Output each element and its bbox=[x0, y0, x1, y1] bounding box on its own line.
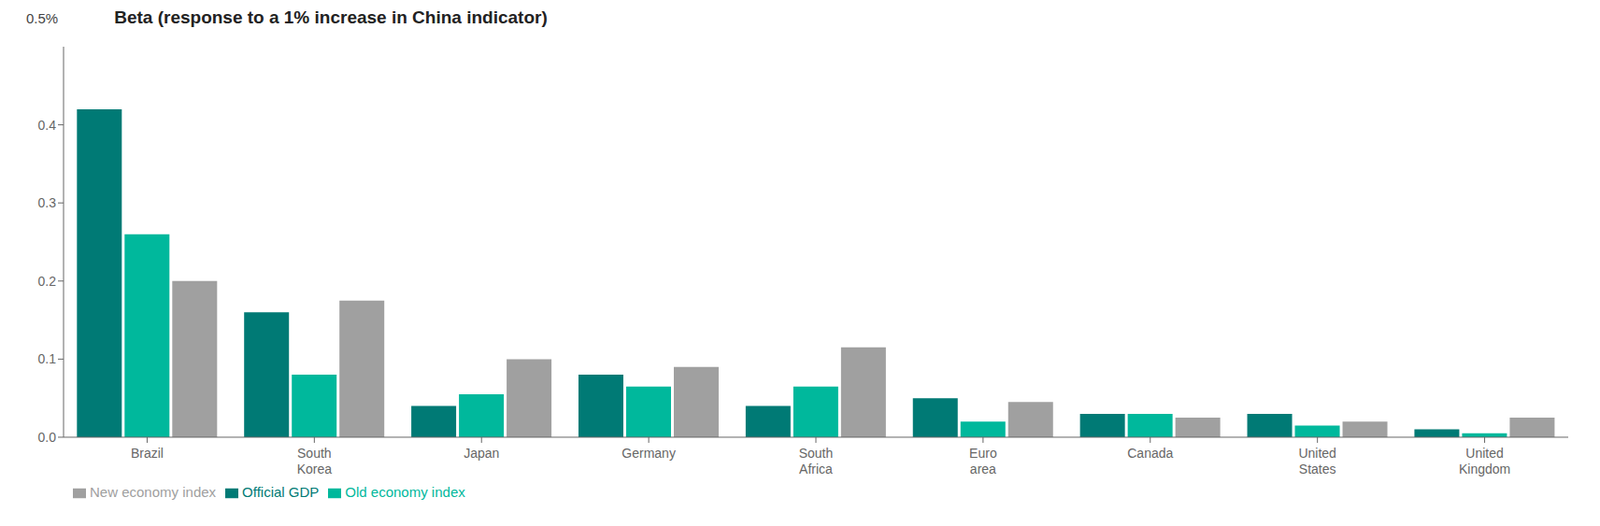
svg-text:SouthAfrica: SouthAfrica bbox=[799, 445, 834, 477]
html-text:Old economy index: Old economy index bbox=[345, 484, 466, 500]
svg-text:UnitedStates: UnitedStates bbox=[1298, 445, 1336, 477]
svg-text:Euroarea: Euroarea bbox=[969, 445, 998, 477]
svg-text:SouthKorea: SouthKorea bbox=[297, 445, 333, 477]
svg-text:0.1: 0.1 bbox=[38, 351, 58, 367]
html-text:Official GDP: Official GDP bbox=[242, 484, 319, 500]
html-text:New economy index: New economy index bbox=[89, 484, 216, 500]
svg-text:0.4: 0.4 bbox=[38, 117, 58, 133]
svg-text:Canada: Canada bbox=[1127, 445, 1173, 461]
svg-text:UnitedKingdom: UnitedKingdom bbox=[1458, 445, 1511, 477]
svg-text:Germany: Germany bbox=[621, 445, 676, 461]
svg-text:0.0: 0.0 bbox=[38, 429, 58, 445]
svg-text:Japan: Japan bbox=[463, 445, 500, 461]
svg-text:Brazil: Brazil bbox=[130, 445, 164, 461]
svg-text:0.2: 0.2 bbox=[38, 273, 58, 289]
html-text:0.5%: 0.5% bbox=[26, 10, 59, 27]
svg-text:0.3: 0.3 bbox=[38, 195, 58, 211]
html-text:Beta (response to a 1% increas: Beta (response to a 1% increase in China… bbox=[114, 7, 548, 28]
